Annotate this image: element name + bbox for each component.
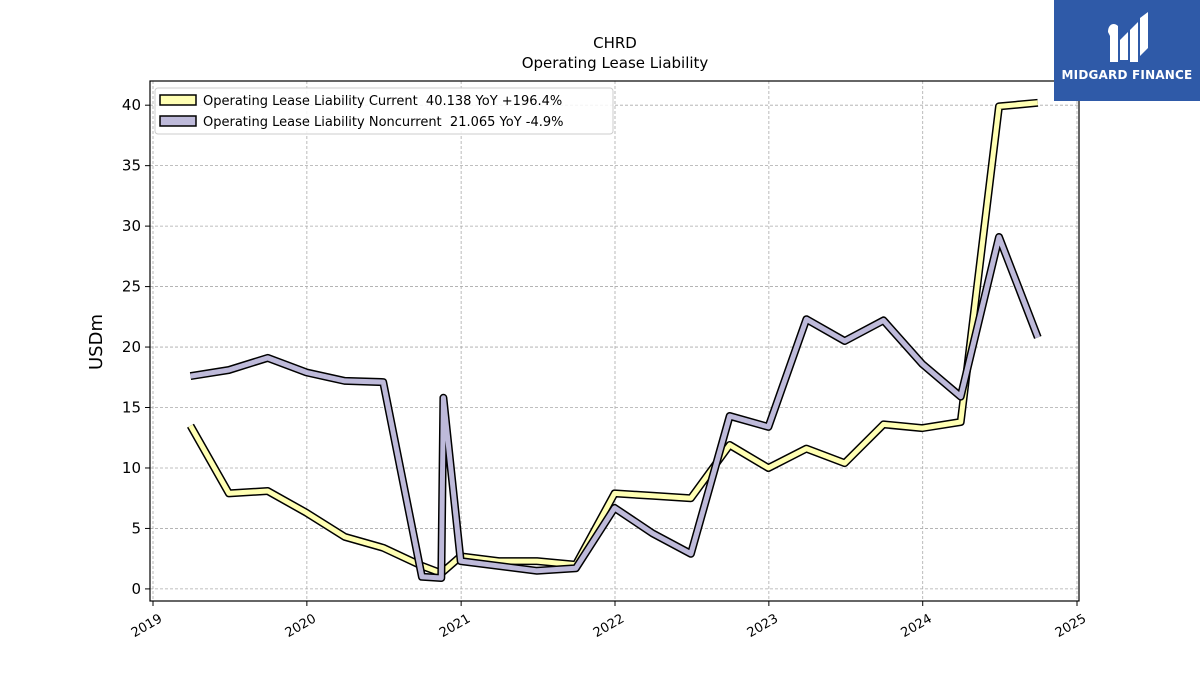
plot-area <box>149 80 1080 602</box>
y-tick-label: 20 <box>122 338 141 356</box>
chart-title: CHRD <box>593 34 637 52</box>
y-tick-label: 0 <box>131 580 141 598</box>
legend-box <box>154 87 614 135</box>
chart-subtitle: Operating Lease Liability <box>522 54 709 72</box>
legend-swatch <box>159 115 197 127</box>
y-tick-label: 5 <box>131 519 141 537</box>
legend-swatch <box>159 94 197 106</box>
x-tick-label: 2025 <box>1053 611 1089 641</box>
x-tick-label: 2020 <box>283 611 319 641</box>
legend-label: Operating Lease Liability Current 40.138… <box>203 94 562 109</box>
x-tick-label: 2021 <box>437 611 473 641</box>
y-tick-label: 10 <box>122 459 141 477</box>
y-tick-label: 30 <box>122 217 141 235</box>
grid <box>150 81 1079 601</box>
y-axis-label: USDm <box>86 314 107 370</box>
midgard-logo-icon <box>1108 12 1148 62</box>
series-line <box>188 100 1039 576</box>
y-tick-label: 25 <box>122 278 141 296</box>
x-tick-label: 2023 <box>745 611 781 641</box>
series-lines <box>187 98 1042 582</box>
brand-name: MIDGARD FINANCE <box>1061 68 1193 82</box>
legend: Operating Lease Liability Current 40.138… <box>154 87 614 135</box>
legend-label: Operating Lease Liability Noncurrent 21.… <box>203 115 564 130</box>
y-tick-label: 40 <box>122 96 141 114</box>
y-tick-label: 15 <box>122 399 141 417</box>
x-tick-label: 2022 <box>591 611 627 641</box>
y-tick-label: 35 <box>122 157 141 175</box>
series-line <box>190 234 1041 581</box>
brand-logo: MIDGARD FINANCE <box>1054 0 1200 101</box>
x-tick-label: 2024 <box>899 611 935 641</box>
series-line-outline <box>187 98 1039 578</box>
x-tick-label: 2019 <box>129 611 165 641</box>
